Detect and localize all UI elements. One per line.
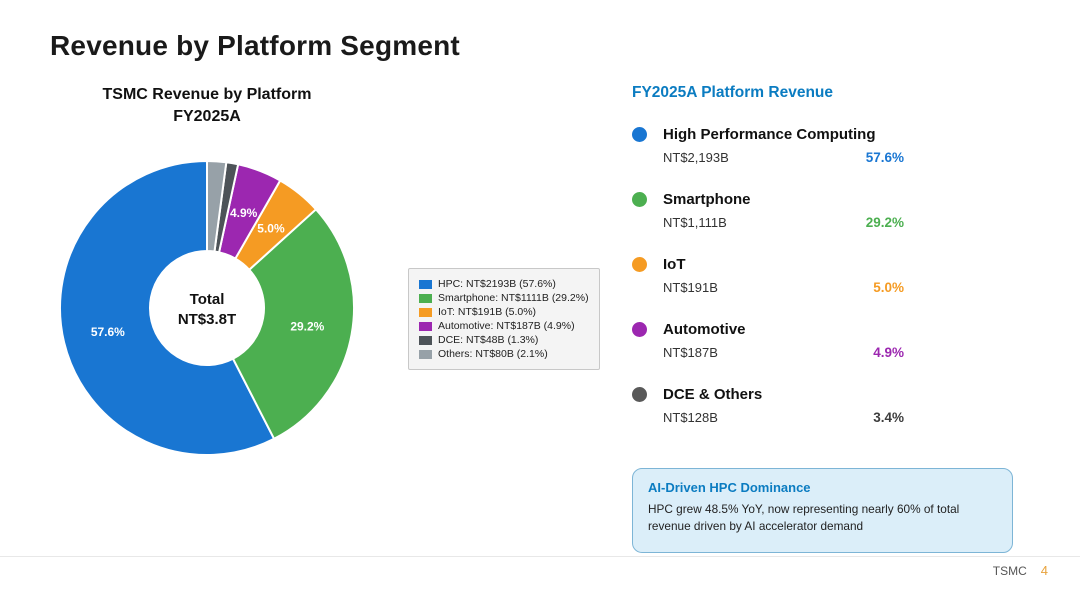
- donut-wedge-hpc: [59, 159, 276, 456]
- legend-swatch: [419, 321, 432, 331]
- platform-value: NT$1,111B: [663, 215, 727, 230]
- hpc-callout-box: AI-Driven HPC Dominance HPC grew 48.5% Y…: [632, 468, 1013, 553]
- panel-heading: FY2025A Platform Revenue: [632, 84, 834, 101]
- list-item: Smartphone NT$1,111B 29.2%: [632, 191, 904, 230]
- wedge-percent-label: 4.9%: [230, 206, 258, 220]
- donut-center-line-1: Total: [189, 291, 225, 308]
- platform-percent: 5.0%: [873, 280, 904, 295]
- legend-item: IoT: NT$191B (5.0%): [419, 306, 589, 318]
- platform-name: IoT: [663, 256, 686, 273]
- page-title: Revenue by Platform Segment: [50, 30, 460, 61]
- platform-name: Automotive: [663, 321, 746, 338]
- footer-page-number: 4: [1040, 563, 1048, 578]
- platform-percent: 4.9%: [873, 345, 904, 360]
- footer-divider: [0, 556, 1080, 557]
- legend-swatch: [419, 279, 432, 289]
- legend-label: DCE: NT$48B (1.3%): [438, 334, 539, 346]
- platform-dot: [632, 127, 647, 142]
- donut-center-line-2: NT$3.8T: [177, 310, 237, 328]
- list-item: IoT NT$191B 5.0%: [632, 256, 904, 295]
- platform-revenue-panel: FY2025A Platform Revenue High Performanc…: [632, 84, 904, 451]
- platform-value: NT$128B: [663, 410, 718, 425]
- legend-label: IoT: NT$191B (5.0%): [438, 306, 537, 318]
- legend-swatch: [419, 293, 432, 303]
- platform-dot: [632, 192, 647, 207]
- legend-label: Smartphone: NT$1111B (29.2%): [438, 292, 589, 304]
- chart-title-line-2: FY2025A: [173, 107, 241, 125]
- platform-name: DCE & Others: [663, 386, 763, 403]
- callout-body: HPC grew 48.5% YoY, now representing nea…: [648, 502, 960, 534]
- wedge-percent-label: 57.6%: [91, 325, 125, 339]
- legend-item: Others: NT$80B (2.1%): [419, 348, 589, 360]
- callout-title: AI-Driven HPC Dominance: [648, 480, 811, 495]
- footer: TSMC 4: [993, 563, 1048, 578]
- wedge-percent-label: 5.0%: [257, 222, 285, 236]
- platform-percent: 29.2%: [865, 215, 904, 230]
- legend-item: Smartphone: NT$1111B (29.2%): [419, 292, 589, 304]
- platform-percent: 3.4%: [873, 410, 904, 425]
- donut-wedge-others: [206, 159, 228, 253]
- legend-swatch: [419, 335, 432, 345]
- donut-wedge-smartphone: [231, 207, 355, 441]
- platform-value: NT$2,193B: [663, 150, 729, 165]
- list-item: Automotive NT$187B 4.9%: [632, 321, 904, 360]
- platform-percent: 57.6%: [865, 150, 904, 165]
- legend-item: DCE: NT$48B (1.3%): [419, 334, 589, 346]
- chart-legend: HPC: NT$2193B (57.6%) Smartphone: NT$1111…: [408, 268, 600, 370]
- platform-value: NT$191B: [663, 280, 718, 295]
- platform-dot: [632, 322, 647, 337]
- platform-list: High Performance Computing NT$2,193B 57.6%…: [632, 126, 904, 425]
- donut-center-label: Total NT$3.8T: [127, 290, 287, 329]
- platform-name: High Performance Computing: [663, 126, 876, 143]
- legend-label: Others: NT$80B (2.1%): [438, 348, 548, 360]
- wedge-percent-label: 29.2%: [290, 319, 324, 333]
- footer-brand: TSMC: [992, 564, 1027, 578]
- list-item: DCE & Others NT$128B 3.4%: [632, 386, 904, 425]
- platform-dot: [632, 387, 647, 402]
- legend-label: HPC: NT$2193B (57.6%): [438, 278, 556, 290]
- platform-name: Smartphone: [663, 191, 751, 208]
- legend-swatch: [419, 349, 432, 359]
- legend-item: HPC: NT$2193B (57.6%): [419, 278, 589, 290]
- platform-value: NT$187B: [663, 345, 718, 360]
- donut-chart: 57.6% 29.2% 5.0% 4.9%: [59, 159, 355, 456]
- legend-swatch: [419, 307, 432, 317]
- legend-label: Automotive: NT$187B (4.9%): [438, 320, 575, 332]
- chart-title: TSMC Revenue by Platform FY2025A: [57, 84, 357, 127]
- legend-item: Automotive: NT$187B (4.9%): [419, 320, 589, 332]
- platform-dot: [632, 257, 647, 272]
- list-item: High Performance Computing NT$2,193B 57.6%: [632, 126, 904, 165]
- chart-title-line-1: TSMC Revenue by Platform: [102, 86, 312, 103]
